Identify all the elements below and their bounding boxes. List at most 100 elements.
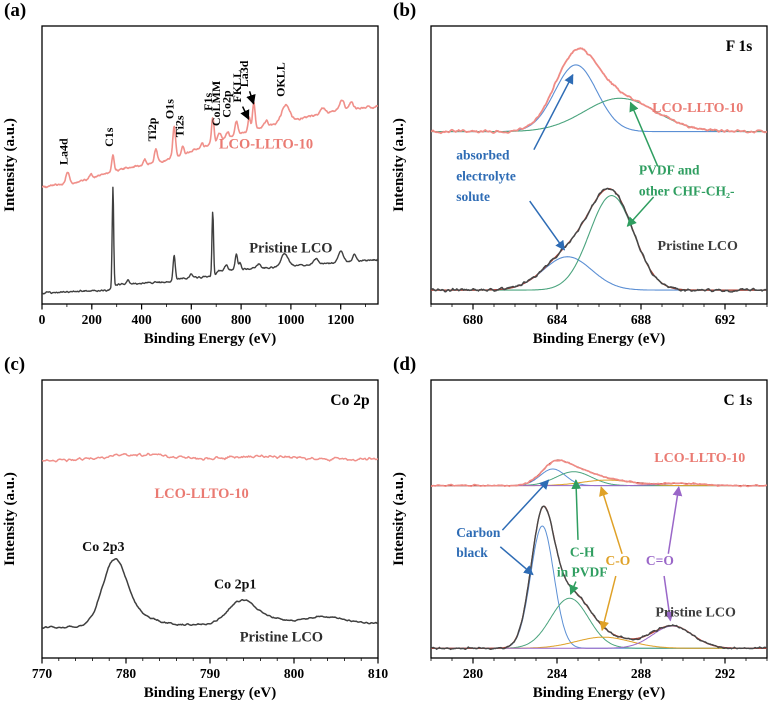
annotation-arrow: [499, 546, 534, 576]
peak-label-colmm: CoLMM: [209, 81, 223, 126]
x-tick-label: 1000: [277, 312, 304, 327]
annotation-arrow: [501, 479, 550, 531]
y-axis-label: Intensity (a.u.): [2, 472, 18, 566]
x-tick-label: 292: [715, 666, 736, 681]
series-label-lco-llto-10: LCO-LLTO-10: [652, 101, 743, 116]
x-axis-label: Binding Energy (eV): [533, 331, 666, 347]
note-ch-pvdf: in PVDF: [557, 565, 608, 580]
x-tick-label: 0: [39, 312, 46, 327]
peak-label-co2p1: Co 2p1: [214, 578, 256, 593]
note-electrolyte: absorbed: [456, 147, 510, 162]
x-tick-label: 770: [32, 666, 53, 681]
axes-box: [41, 379, 379, 659]
series-lco-llto-10-survey: [42, 99, 378, 189]
annotation-arrow: [240, 106, 250, 120]
x-tick-label: 688: [631, 312, 652, 327]
series-label-lco-llto-10: LCO-LLTO-10: [219, 136, 313, 152]
series-label-pristine-lco: Pristine LCO: [240, 629, 323, 645]
peak-label-co2p3: Co 2p3: [82, 540, 124, 555]
series-pristine-f1s-measured: [431, 187, 767, 293]
peak-label-o1s: O1s: [162, 99, 176, 119]
annotation-arrow: [599, 575, 617, 632]
x-axis-label: Binding Energy (eV): [144, 685, 277, 701]
peak-label-ti2s: Ti2s: [173, 115, 187, 137]
x-tick-label: 800: [284, 666, 305, 681]
x-tick-label: 600: [181, 312, 202, 327]
series-llto-c1s-component-carbon-black: [431, 468, 767, 487]
x-axis-label: Binding Energy (eV): [533, 685, 666, 701]
note-electrolyte: electrolyte: [456, 168, 516, 183]
axes-box: [41, 25, 379, 305]
x-tick-label: 680: [463, 312, 484, 327]
peak-label-ti2p: Ti2p: [145, 117, 159, 141]
y-axis-label: Intensity (a.u.): [391, 472, 407, 566]
series-llto-f1s-component-electrolyte: [431, 64, 767, 133]
panel-b-label: (b): [393, 0, 417, 21]
series-llto-c1s-component-ch: [431, 471, 767, 487]
note-electrolyte: solute: [456, 189, 490, 204]
peak-label-fkll: FKLL: [230, 70, 244, 103]
series-label-lco-llto-10: LCO-LLTO-10: [154, 486, 248, 502]
series-llto-f1s-measured: [431, 47, 767, 135]
peak-label-la3d: La3d: [237, 60, 251, 87]
x-tick-label: 400: [131, 312, 152, 327]
note-cdo: C=O: [646, 553, 674, 568]
panel-c-label: (c): [4, 354, 26, 375]
peak-label-f1s: F1s: [201, 92, 215, 110]
annotation-arrow: [569, 581, 579, 595]
series-pristine-c1s-measured: [431, 505, 767, 651]
series-label-pristine-lco: Pristine LCO: [249, 241, 332, 257]
panel-d: (d) 280 284 288 292 Binding Energy (eV) Inten…: [389, 354, 778, 708]
series-pristine-co2p: [42, 557, 378, 630]
x-tick-label: 810: [368, 666, 389, 681]
series-pristine-f1s-component-electrolyte: [431, 256, 767, 291]
panel-title: Co 2p: [330, 392, 369, 409]
x-tick-label: 800: [231, 312, 252, 327]
note-ch-pvdf: C-H: [570, 545, 595, 560]
peak-label-la4d: La4d: [57, 138, 71, 165]
x-tick-label: 780: [116, 666, 137, 681]
panel-d-chart: 280 284 288 292 Binding Energy (eV) Intensity…: [391, 379, 768, 701]
series-llto-c1s-measured: [431, 459, 767, 488]
x-tick-label: 790: [200, 666, 221, 681]
panel-title: C 1s: [723, 392, 752, 409]
note-carbon-black: black: [456, 545, 488, 560]
y-axis-label: Intensity (a.u.): [2, 118, 18, 212]
panel-b: (b) 680 684 688 692 Binding Energy (eV) Inten…: [389, 0, 778, 354]
panel-a: (a) 0 200 400 600 800 1000 1200 Binding Energy …: [0, 0, 389, 354]
annotation-arrow: [246, 91, 256, 105]
x-tick-label: 200: [82, 312, 103, 327]
panel-c-chart: 770 780 790 800 810 Binding Energy (eV) Intens…: [2, 379, 389, 701]
note-pvdf: PVDF and: [639, 163, 700, 178]
annotation-arrow: [629, 101, 659, 167]
x-axis-label: Binding Energy (eV): [144, 331, 277, 347]
note-pvdf: other CHF-CH₂-: [639, 184, 735, 199]
annotation-arrow: [599, 486, 623, 555]
x-tick-label: 288: [631, 666, 652, 681]
series-label-pristine-lco: Pristine LCO: [655, 605, 736, 620]
panel-a-label: (a): [4, 0, 27, 21]
series-pristine-lco-survey: [42, 186, 378, 295]
annotation-arrow: [529, 200, 566, 251]
peak-label-c1s: C1s: [102, 127, 116, 147]
panel-b-chart: 680 684 688 692 Binding Energy (eV) Intensity…: [391, 25, 768, 347]
x-tick-label: 1200: [327, 312, 354, 327]
annotation-arrow: [667, 486, 683, 554]
series-label-lco-llto-10: LCO-LLTO-10: [654, 451, 745, 466]
annotation-arrow: [663, 575, 674, 622]
peak-label-okll: OKLL: [274, 62, 288, 97]
series-label-pristine-lco: Pristine LCO: [657, 239, 738, 254]
series-llto-co2p: [42, 452, 378, 463]
note-co: C-O: [606, 553, 631, 568]
panel-d-label: (d): [393, 354, 417, 375]
x-tick-label: 284: [547, 666, 568, 681]
peak-label-co2p: Co2p: [220, 90, 234, 118]
annotation-arrow: [533, 73, 574, 151]
annotation-arrow: [626, 196, 655, 227]
panel-c: (c) 770 780 790 800 810 Binding Energy (eV) In…: [0, 354, 389, 708]
panel-a-chart: 0 200 400 600 800 1000 1200 Binding Energy (eV)…: [2, 25, 379, 347]
x-tick-label: 692: [715, 312, 736, 327]
note-carbon-black: Carbon: [456, 525, 501, 540]
panel-title: F 1s: [726, 38, 753, 55]
